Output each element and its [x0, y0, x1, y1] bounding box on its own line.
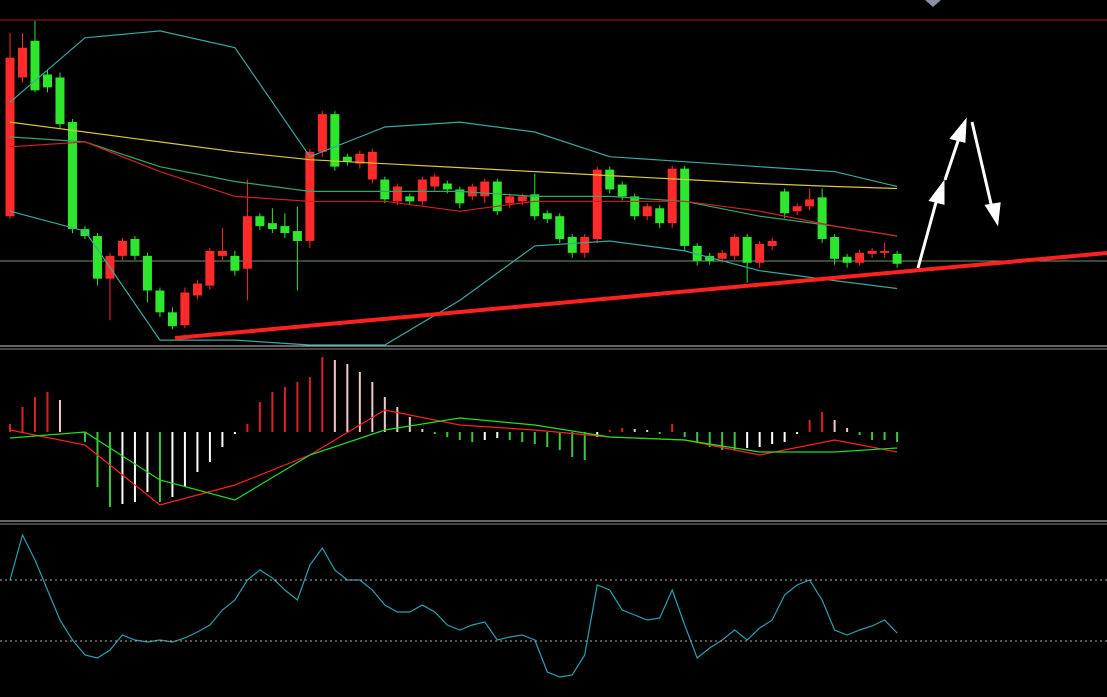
- candle-body: [405, 196, 415, 202]
- candle-body: [455, 189, 465, 204]
- candle-body: [830, 237, 840, 259]
- candle-body: [180, 292, 190, 326]
- marks: [0, 20, 1107, 678]
- candle-body: [667, 168, 677, 224]
- series-line: [9, 30, 898, 188]
- candle-body: [392, 186, 402, 202]
- candle-body: [380, 179, 390, 200]
- candle-body: [280, 226, 290, 234]
- candle-body: [780, 191, 790, 214]
- candle-body: [805, 199, 815, 207]
- candle-body: [492, 181, 502, 212]
- candle-body: [92, 236, 102, 279]
- candle-body: [67, 122, 77, 230]
- candle-body: [367, 151, 377, 180]
- candle-body: [605, 169, 615, 190]
- candle-body: [205, 250, 215, 286]
- arrow-head: [928, 179, 945, 205]
- arrow: [943, 134, 962, 181]
- candle-body: [355, 153, 365, 164]
- candle-body: [680, 168, 690, 246]
- candle-body: [880, 250, 890, 253]
- candle-body: [142, 255, 152, 291]
- candle-body: [567, 237, 577, 253]
- candle-body: [55, 77, 65, 125]
- candle-body: [692, 245, 702, 261]
- candle-body: [655, 208, 665, 224]
- series-line: [9, 121, 898, 190]
- candle-body: [130, 238, 140, 256]
- candle-body: [30, 40, 40, 91]
- candle-body: [305, 151, 315, 241]
- candle-body: [117, 240, 127, 256]
- candle-body: [742, 237, 752, 263]
- series-line: [9, 136, 898, 237]
- candle-body: [242, 216, 252, 269]
- series-line: [9, 417, 898, 501]
- candle-body: [5, 57, 15, 217]
- series-line: [9, 409, 898, 506]
- arrow: [916, 194, 940, 269]
- arrow-head: [949, 117, 967, 143]
- candle-body: [517, 196, 527, 202]
- candle-body: [192, 283, 202, 296]
- candle-body: [330, 114, 340, 167]
- candle-body: [505, 196, 515, 204]
- candle-body: [717, 252, 727, 259]
- candle-body: [155, 290, 165, 313]
- candle-body: [705, 255, 715, 261]
- candle-body: [542, 213, 552, 220]
- candle-body: [17, 47, 27, 78]
- candle-body: [217, 250, 227, 256]
- candle-body: [255, 216, 265, 227]
- candle-body: [230, 255, 240, 271]
- candle-body: [555, 216, 565, 239]
- candle-body: [630, 196, 640, 217]
- series-line: [9, 533, 898, 678]
- candle-body: [617, 184, 627, 197]
- series-line: [9, 210, 898, 346]
- arrows: [916, 117, 1001, 269]
- candle-body: [417, 179, 427, 202]
- candle-body: [842, 256, 852, 263]
- candle-body: [42, 74, 52, 88]
- candle-body: [580, 237, 590, 253]
- candle-body: [292, 231, 302, 241]
- candle-body: [317, 114, 327, 152]
- candle-body: [855, 252, 865, 263]
- candle-body: [267, 223, 277, 230]
- candle-body: [480, 181, 490, 197]
- candle-body: [430, 176, 440, 187]
- candle-body: [817, 197, 827, 239]
- candle-body: [792, 206, 802, 212]
- arrow: [970, 121, 994, 209]
- candle-body: [442, 183, 452, 190]
- candle-body: [167, 312, 177, 327]
- candle-body: [730, 237, 740, 256]
- candle-body: [467, 186, 477, 197]
- candle-body: [530, 194, 540, 217]
- candle-body: [767, 240, 777, 246]
- candle-body: [642, 206, 652, 217]
- candle-body: [892, 253, 902, 264]
- candle-body: [80, 229, 90, 237]
- scroll-marker: [925, 0, 941, 7]
- trend-line: [174, 251, 1107, 340]
- candle-body: [592, 169, 602, 239]
- candle-body: [867, 250, 877, 254]
- candle-body: [342, 156, 352, 162]
- arrow-head: [984, 202, 1001, 227]
- series-line: [9, 141, 898, 237]
- candle-body: [755, 243, 765, 263]
